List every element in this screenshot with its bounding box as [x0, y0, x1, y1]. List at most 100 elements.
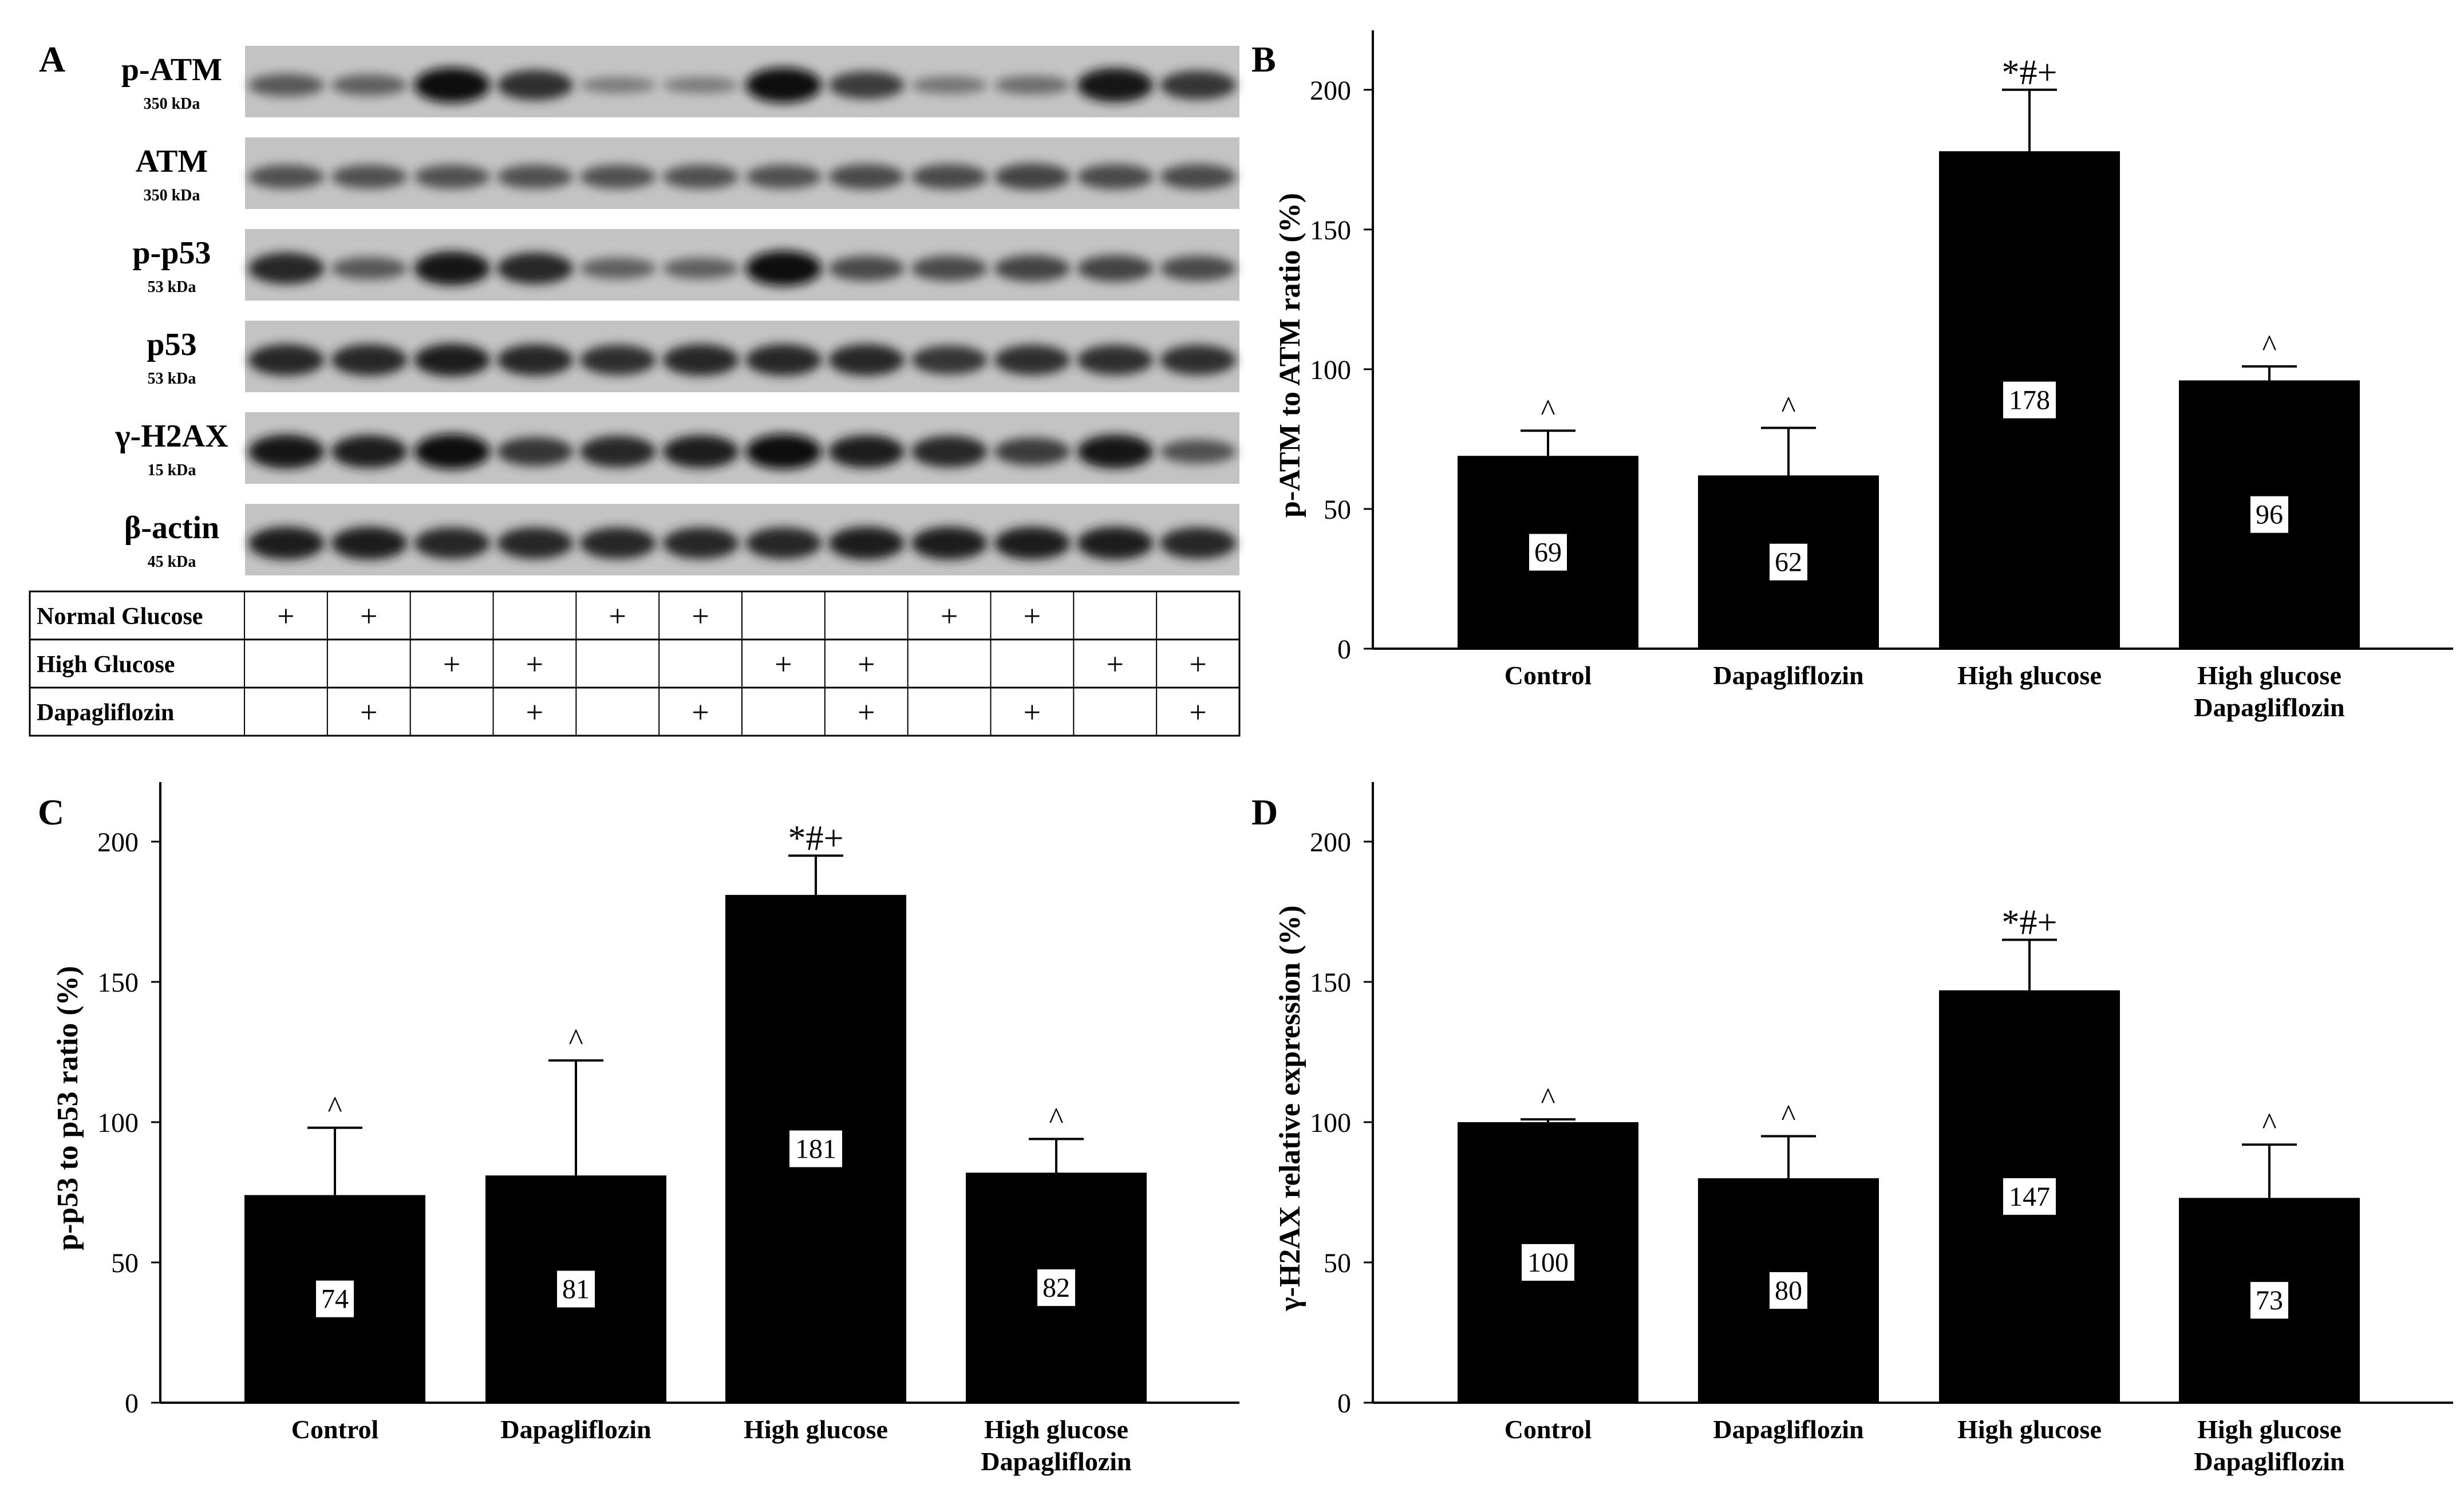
blot-band: [497, 527, 574, 559]
blot-band: [994, 163, 1071, 190]
blot-band: [497, 437, 574, 467]
chart-panel-d: D 0 50 100 150 200 γ-H2AX relative expression …: [1251, 782, 2453, 1476]
blot-band: [745, 527, 822, 559]
x-tick-label-line: Dapagliflozin: [1713, 1415, 1863, 1444]
blot-band: [828, 527, 905, 560]
blot-kda: 15 kDa: [148, 461, 196, 479]
significance-annotation: ^: [2262, 1107, 2276, 1141]
blot-band: [911, 164, 988, 190]
blot-band: [331, 527, 408, 560]
condition-mark: +: [1107, 647, 1124, 681]
blot-row: β-actin 45 kDa: [124, 504, 1239, 575]
condition-mark: +: [609, 599, 626, 633]
blot-band: [579, 77, 656, 94]
blot-membrane: [245, 504, 1239, 575]
x-tick-label-line: Dapagliflozin: [981, 1447, 1131, 1476]
panel-letter-a: A: [39, 39, 65, 80]
blot-band: [248, 434, 325, 469]
y-axis-label: p-ATM to ATM ratio (%): [1274, 193, 1306, 518]
condition-label: Normal Glucose: [37, 603, 203, 630]
data-label-box: [557, 1270, 595, 1308]
x-tick-label: High glucose: [744, 1415, 888, 1444]
condition-mark: +: [360, 599, 377, 633]
blot-band: [414, 527, 491, 559]
data-label: 74: [321, 1284, 349, 1315]
blot-band: [662, 435, 739, 468]
blot-band: [331, 74, 408, 96]
data-label-box: [1529, 534, 1567, 571]
blot-band: [745, 164, 822, 189]
x-tick-label: High glucose: [1957, 1415, 2102, 1444]
blot-band: [994, 437, 1071, 466]
blot-band: [248, 344, 325, 376]
significance-annotation: ^: [1781, 390, 1795, 424]
y-tick-label: 50: [111, 1248, 139, 1278]
data-label: 62: [1775, 547, 1802, 578]
panel-letter: D: [1251, 792, 1278, 832]
blot-band: [662, 164, 739, 189]
blot-band: [248, 252, 325, 285]
blot-band: [579, 436, 656, 468]
y-tick-label: 100: [1310, 1108, 1351, 1138]
condition-mark: +: [443, 647, 460, 681]
blot-band: [1077, 68, 1154, 102]
x-tick-label: Control: [291, 1415, 379, 1444]
condition-mark: +: [360, 695, 377, 729]
condition-label: Dapagliflozin: [37, 700, 174, 726]
blot-row: ATM 350 kDa: [136, 137, 1239, 209]
blot-label: p-ATM: [121, 52, 222, 88]
significance-annotation: *#+: [2002, 903, 2058, 942]
y-tick-label: 100: [1310, 355, 1351, 385]
blot-label: p-p53: [133, 235, 211, 271]
blot-band: [1077, 345, 1154, 376]
blot-membrane: [245, 46, 1239, 117]
blot-kda: 350 kDa: [144, 187, 200, 204]
blot-band: [994, 345, 1071, 376]
blot-band: [414, 67, 491, 103]
blot-band: [579, 164, 656, 189]
condition-mark: +: [526, 695, 543, 729]
data-label-box: [1037, 1269, 1075, 1307]
condition-mark: +: [526, 647, 543, 681]
blot-band: [911, 255, 988, 281]
y-tick-label: 50: [1324, 1248, 1351, 1278]
data-label-box: [2250, 1282, 2288, 1319]
blot-kda: 350 kDa: [144, 95, 200, 113]
blot-band: [1160, 345, 1237, 376]
x-tick-label-line: High glucose: [2197, 1415, 2341, 1444]
blot-band: [414, 344, 491, 377]
x-tick-label: High glucose: [1957, 661, 2102, 690]
data-label: 81: [562, 1274, 590, 1305]
y-tick-label: 150: [1310, 968, 1351, 998]
significance-annotation: ^: [1049, 1101, 1063, 1135]
x-tick-label-line: Control: [1505, 661, 1592, 690]
x-tick-label-line: Control: [291, 1415, 379, 1444]
data-label: 96: [2256, 500, 2283, 530]
blot-membrane: [245, 229, 1239, 301]
blot-band: [1160, 164, 1237, 190]
x-tick-label: High glucose Dapagliflozin: [2194, 661, 2344, 722]
significance-annotation: ^: [568, 1023, 583, 1057]
blot-band: [248, 164, 325, 189]
blot-band: [331, 256, 408, 280]
significance-annotation: ^: [327, 1090, 342, 1124]
data-label: 147: [2009, 1182, 2050, 1212]
x-tick-label-line: High glucose: [1957, 661, 2102, 690]
blot-membrane: [245, 321, 1239, 392]
blot-band: [828, 344, 905, 376]
blot-band: [579, 527, 656, 559]
y-axis-label: p-p53 to p53 ratio (%): [52, 966, 84, 1250]
blot-band: [745, 250, 822, 286]
data-label-box: [2003, 381, 2056, 419]
y-tick-label: 0: [1337, 634, 1351, 665]
y-tick-label: 200: [97, 827, 139, 858]
significance-annotation: ^: [2262, 329, 2276, 363]
blot-band: [1077, 527, 1154, 560]
panel-letter: C: [38, 792, 64, 832]
blot-row: p-p53 53 kDa: [133, 229, 1239, 301]
blot-rows: p-ATM 350 kDa ATM 350 kDa p-p53 53 kDa p53 53 k…: [114, 46, 1239, 575]
significance-annotation: ^: [1781, 1099, 1795, 1133]
blot-band: [579, 345, 656, 376]
y-tick-label: 150: [1310, 215, 1351, 246]
